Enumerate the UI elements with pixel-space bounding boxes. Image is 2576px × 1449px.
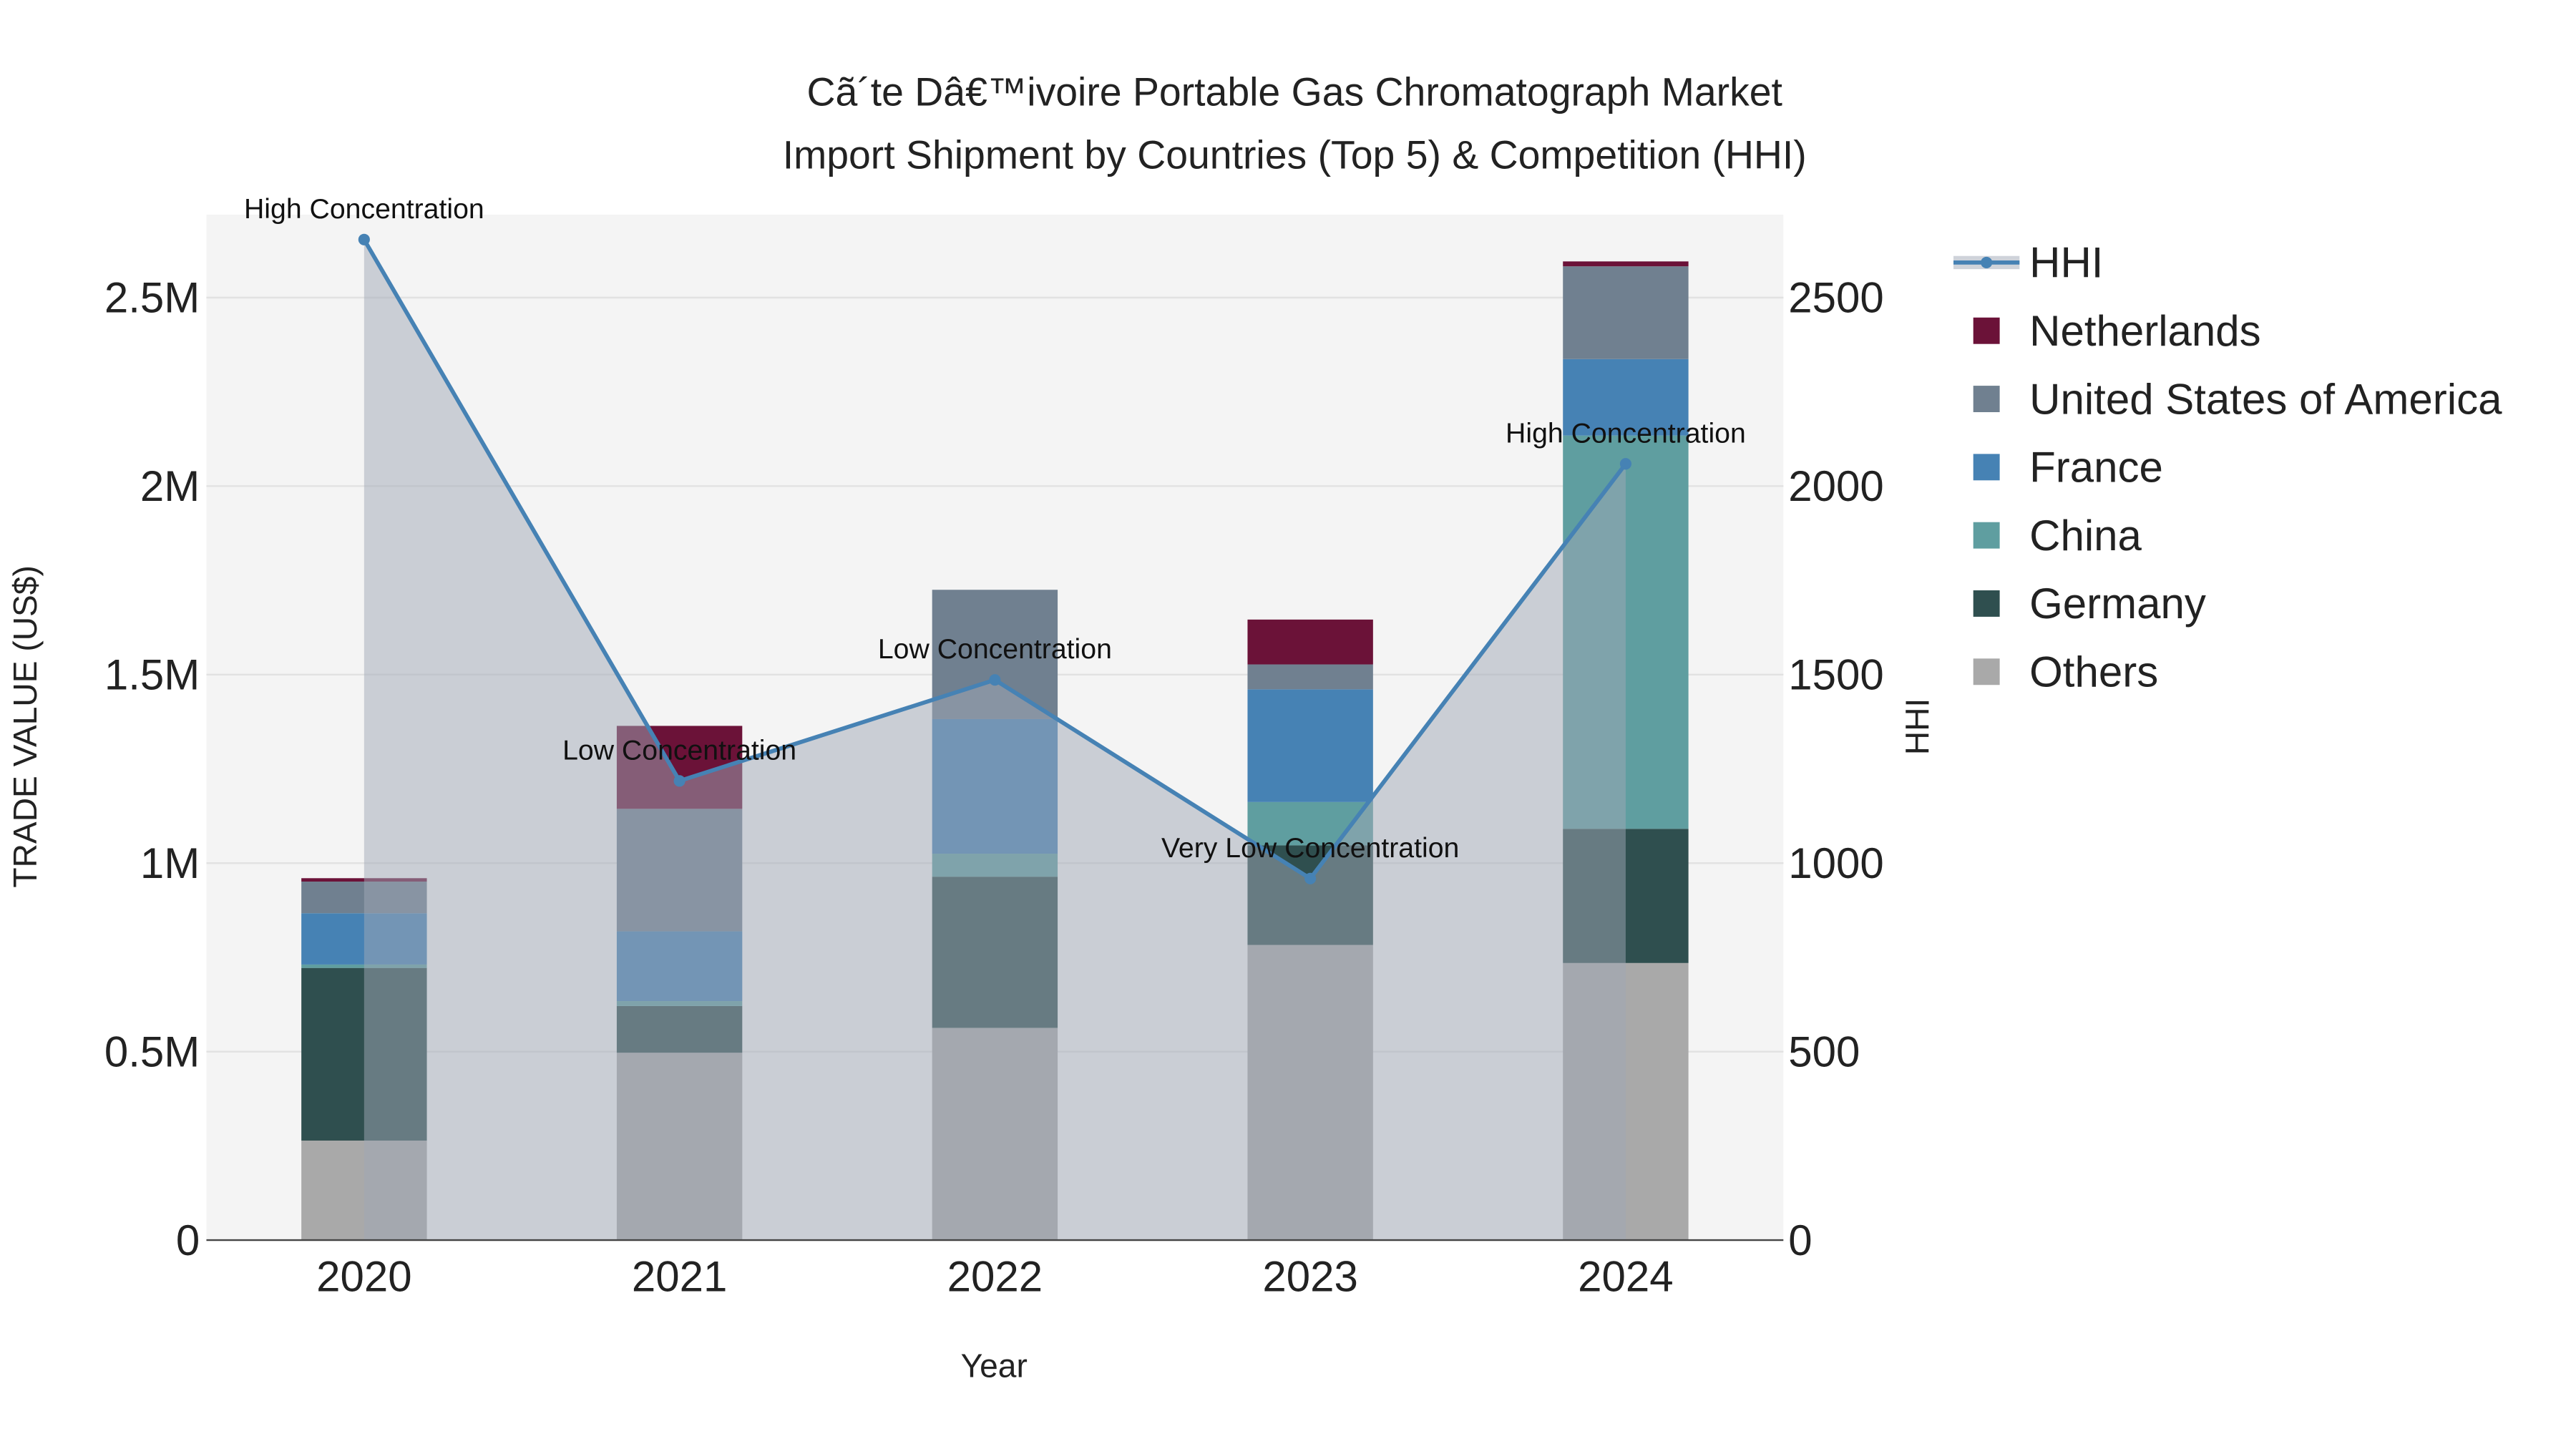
y-axis-title: TRADE VALUE (US$)	[6, 565, 44, 887]
hhi-annotation: High Concentration	[1506, 417, 1746, 449]
hhi-area-fill	[364, 239, 1626, 1241]
y-tick-label: 2M	[140, 462, 200, 510]
legend-swatch-france	[1973, 454, 2000, 481]
bar-france-2024	[1563, 358, 1689, 436]
legend: HHI Netherlands United States of America Fr…	[1953, 239, 2502, 696]
legend-swatch-china	[1973, 522, 2000, 549]
legend-label-others: Others	[2029, 648, 2158, 696]
legend-swatch-netherlands	[1973, 317, 2000, 344]
legend-swatch-united-states-of-america	[1973, 386, 2000, 412]
y2-tick-label: 500	[1788, 1028, 1860, 1075]
hhi-point-2023	[1304, 872, 1317, 884]
legend-label-china: China	[2029, 512, 2142, 560]
y-tick-label: 0	[176, 1216, 200, 1264]
hhi-point-2020	[358, 233, 370, 245]
bar-united-states-of-america-2024	[1563, 266, 1689, 359]
y-tick-label: 2.5M	[104, 274, 200, 322]
y2-axis-title: HHI	[1898, 698, 1936, 755]
y-tick-label: 1M	[140, 839, 200, 887]
hhi-annotation: Low Concentration	[878, 633, 1112, 665]
chart-title-line1: Cã´te Dâ€™ivoire Portable Gas Chromatogr…	[807, 70, 1782, 114]
bar-france-2023	[1247, 689, 1373, 802]
bar-netherlands-2023	[1247, 619, 1373, 665]
legend-label-netherlands: Netherlands	[2029, 307, 2261, 355]
legend-label-germany: Germany	[2029, 580, 2206, 628]
bar-netherlands-2024	[1563, 261, 1689, 267]
legend-label-united-states-of-america: United States of America	[2029, 375, 2502, 423]
legend-label-hhi: HHI	[2029, 239, 2103, 287]
chart-title-line2: Import Shipment by Countries (Top 5) & C…	[783, 132, 1807, 177]
legend-swatch-germany	[1973, 590, 2000, 617]
y2-tick-label: 2000	[1788, 462, 1883, 510]
axes: 0 0.5M 1M 1.5M 2M 2.5M 0 500 1000 1500 2000 2500 202…	[104, 274, 1884, 1301]
y2-tick-label: 0	[1788, 1216, 1812, 1264]
y2-tick-label: 1500	[1788, 651, 1883, 699]
legend-swatch-others	[1973, 658, 2000, 686]
y-tick-label: 1.5M	[104, 651, 200, 699]
hhi-point-2021	[673, 775, 686, 787]
hhi-line: High Concentration Low Concentration Low C…	[244, 193, 1746, 884]
hhi-annotation: Low Concentration	[562, 734, 796, 766]
bar-united-states-of-america-2023	[1247, 664, 1373, 690]
y-tick-label: 0.5M	[104, 1028, 200, 1075]
x-tick-label: 2022	[947, 1253, 1043, 1301]
hhi-point-2022	[989, 674, 1001, 686]
hhi-annotation: High Concentration	[244, 193, 484, 225]
bar-china-2020	[301, 964, 427, 968]
legend-label-france: France	[2029, 444, 2163, 492]
bar-netherlands-2020	[301, 878, 427, 882]
hhi-point-2024	[1619, 458, 1631, 470]
x-tick-label: 2023	[1262, 1253, 1357, 1301]
x-tick-label: 2024	[1578, 1253, 1673, 1301]
y2-tick-label: 2500	[1788, 274, 1883, 322]
legend-hhi-marker	[1981, 256, 1993, 268]
x-tick-label: 2021	[632, 1253, 727, 1301]
hhi-area	[364, 239, 1626, 1241]
x-axis-title: Year	[961, 1347, 1028, 1385]
x-tick-label: 2020	[316, 1253, 411, 1301]
hhi-annotation: Very Low Concentration	[1161, 832, 1459, 864]
y2-tick-label: 1000	[1788, 839, 1883, 887]
